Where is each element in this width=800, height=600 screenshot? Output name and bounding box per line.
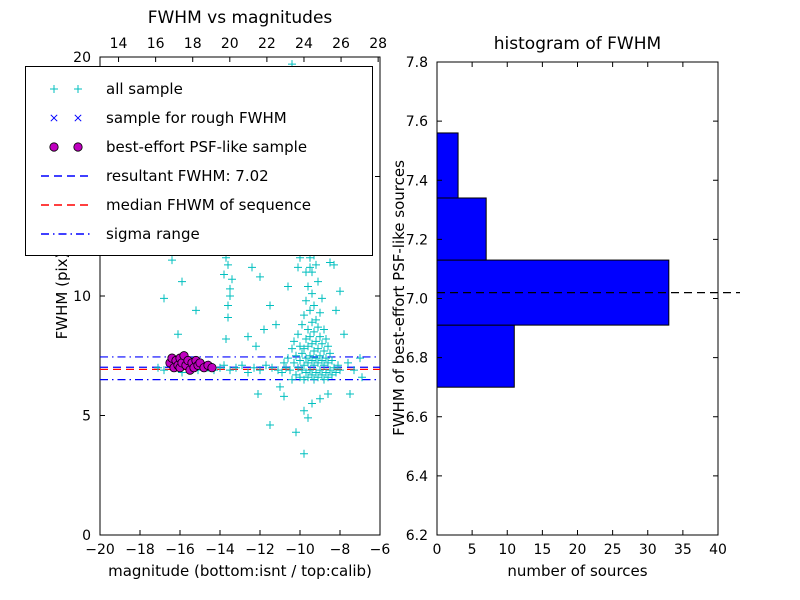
histogram-y-tick-label: 7.4 [406, 173, 428, 189]
scatter-ylabel: FWHM (pix) [53, 252, 71, 340]
legend-label: resultant FWHM: 7.02 [106, 166, 269, 185]
histogram-title: histogram of FWHM [493, 34, 662, 54]
histogram-y-tick-label: 6.6 [406, 410, 428, 426]
histogram-axes: 0 5 10 15 20 25 30 35 40 6.2 6.4 6.6 6.8 7.0 7.2 7.4 7.6… [406, 55, 727, 558]
legend-label: all sample [106, 79, 183, 98]
histogram-bar [436, 132, 459, 199]
histogram-x-tick-label: 10 [498, 542, 516, 558]
histogram-x-tick-label: 5 [468, 542, 477, 558]
scatter-top-tick-label: 18 [184, 36, 202, 52]
scatter-top-tick-label: 22 [258, 36, 276, 52]
legend-marker-x-icon [50, 113, 82, 122]
legend-marker-circle-icon [49, 141, 83, 152]
histogram-y-tick-label: 7.2 [406, 232, 428, 248]
scatter-y-tick-label: 0 [82, 528, 91, 544]
series-best-effort-psf-like-sample [165, 351, 217, 375]
histogram-bar [436, 259, 670, 326]
reference-lines [100, 356, 380, 381]
series-all-sample [154, 60, 366, 458]
scatter-xlabel: magnitude (bottom:isnt / top:calib) [108, 562, 372, 580]
scatter-axes: −20 −18 −16 −14 −12 −10 −8 −6 14 16 18 20 22 24 26 28 0 5… [73, 36, 390, 558]
scatter-top-tick-label: 26 [332, 36, 350, 52]
histogram-y-tick-label: 6.4 [406, 469, 428, 485]
scatter-top-tick-label: 20 [221, 36, 239, 52]
legend-label: sigma range [106, 224, 200, 243]
legend-marker-dashdot-icon [41, 232, 91, 235]
legend-marker-dashed-icon [41, 174, 91, 177]
histogram-y-tick-label: 6.2 [406, 528, 428, 544]
legend: all sample sample for rough FWHM best-effo… [25, 66, 373, 256]
histogram-y-tick-label: 7.0 [406, 292, 428, 308]
legend-label: best-effort PSF-like sample [106, 137, 308, 156]
histogram-xlabel: number of sources [507, 562, 648, 580]
legend-marker-dashed-icon [41, 203, 91, 206]
legend-entry: all sample [30, 74, 368, 103]
legend-entry: sigma range [30, 219, 368, 248]
legend-label: sample for rough FWHM [106, 108, 287, 127]
histogram-x-tick-label: 20 [569, 542, 587, 558]
legend-entry: best-effort PSF-like sample [30, 132, 368, 161]
scatter-x-tick-label: −12 [245, 542, 275, 558]
legend-entry: sample for rough FWHM [30, 103, 368, 132]
legend-marker-plus-icon [50, 84, 82, 93]
scatter-x-tick-label: −20 [85, 542, 115, 558]
histogram-x-tick-label: 0 [433, 542, 442, 558]
histogram-x-tick-label: 40 [709, 542, 727, 558]
histogram-x-tick-label: 15 [533, 542, 551, 558]
histogram-x-tick-label: 30 [639, 542, 657, 558]
scatter-x-tick-label: −6 [370, 542, 391, 558]
legend-entry: median FHWM of sequence [30, 190, 368, 219]
scatter-x-tick-label: −8 [330, 542, 351, 558]
histogram-bar [436, 324, 515, 388]
scatter-x-tick-label: −16 [165, 542, 195, 558]
scatter-y-tick-label: 10 [73, 289, 91, 305]
scatter-top-tick-label: 14 [110, 36, 128, 52]
scatter-y-tick-label: 5 [82, 409, 91, 425]
scatter-title: FWHM vs magnitudes [147, 8, 333, 28]
scatter-top-tick-label: 16 [147, 36, 165, 52]
scatter-y-tick-label: 20 [73, 50, 91, 66]
histogram-bars [436, 132, 670, 388]
scatter-top-tick-label: 28 [369, 36, 387, 52]
histogram-x-tick-label: 35 [674, 542, 692, 558]
histogram-y-tick-label: 7.6 [406, 114, 428, 130]
histogram-y-tick-label: 6.8 [406, 351, 428, 367]
histogram-ylabel: FWHM of best-effort PSF-like sources [390, 160, 408, 436]
scatter-x-tick-label: −10 [285, 542, 315, 558]
histogram-x-tick-label: 25 [604, 542, 622, 558]
histogram-bar [436, 197, 487, 261]
legend-entry: resultant FWHM: 7.02 [30, 161, 368, 190]
scatter-x-tick-label: −14 [205, 542, 235, 558]
histogram-y-tick-label: 7.8 [406, 55, 428, 71]
legend-label: median FHWM of sequence [106, 195, 311, 214]
scatter-x-tick-label: −18 [125, 542, 155, 558]
scatter-top-tick-label: 24 [295, 36, 313, 52]
